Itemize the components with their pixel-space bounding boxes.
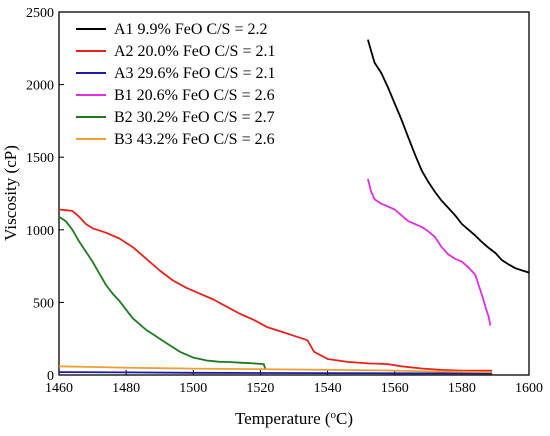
y-axis-title: Viscosity (cP)	[1, 145, 20, 241]
y-tick-label: 500	[33, 296, 54, 311]
series-line-2	[58, 208, 493, 372]
x-tick-label: 1600	[515, 381, 543, 396]
x-tick-label: 1560	[381, 381, 409, 396]
series-line-3	[58, 371, 493, 375]
series-line-6	[58, 365, 493, 373]
plot-frame	[58, 11, 530, 376]
x-tick-label: 1580	[448, 381, 476, 396]
y-tick-label: 2000	[26, 79, 54, 94]
series-line-1	[367, 39, 530, 274]
x-tick-label: 1520	[246, 381, 274, 396]
x-tick-label: 1500	[179, 381, 207, 396]
legend-label: A2 20.0% FeO C/S = 2.1	[114, 43, 275, 60]
y-tick-label: 0	[47, 369, 54, 384]
y-tick-label: 1500	[26, 151, 54, 166]
legend-label: A3 29.6% FeO C/S = 2.1	[114, 65, 275, 82]
legend-label: B2 30.2% FeO C/S = 2.7	[114, 109, 275, 126]
series-line-5	[58, 215, 267, 371]
legend: A1 9.9% FeO C/S = 2.2 A2 20.0% FeO C/S = …	[76, 21, 275, 148]
x-tick-label: 1460	[45, 381, 73, 396]
series-line-4	[367, 178, 492, 326]
x-tick-label: 1540	[314, 381, 342, 396]
legend-label: A1 9.9% FeO C/S = 2.2	[114, 21, 267, 38]
x-tick-label: 1480	[112, 381, 140, 396]
x-axis-title: Temperature (oC)	[235, 409, 353, 428]
legend-label: B3 43.2% FeO C/S = 2.6	[114, 131, 275, 148]
series-layer	[58, 39, 530, 375]
axis-ticks: 1460 1480 1500 1520 1540 1560 1580 1600 0 500 1000…	[26, 6, 543, 396]
y-tick-label: 2500	[26, 6, 54, 21]
y-tick-label: 1000	[26, 224, 54, 239]
legend-label: B1 20.6% FeO C/S = 2.6	[114, 87, 275, 104]
